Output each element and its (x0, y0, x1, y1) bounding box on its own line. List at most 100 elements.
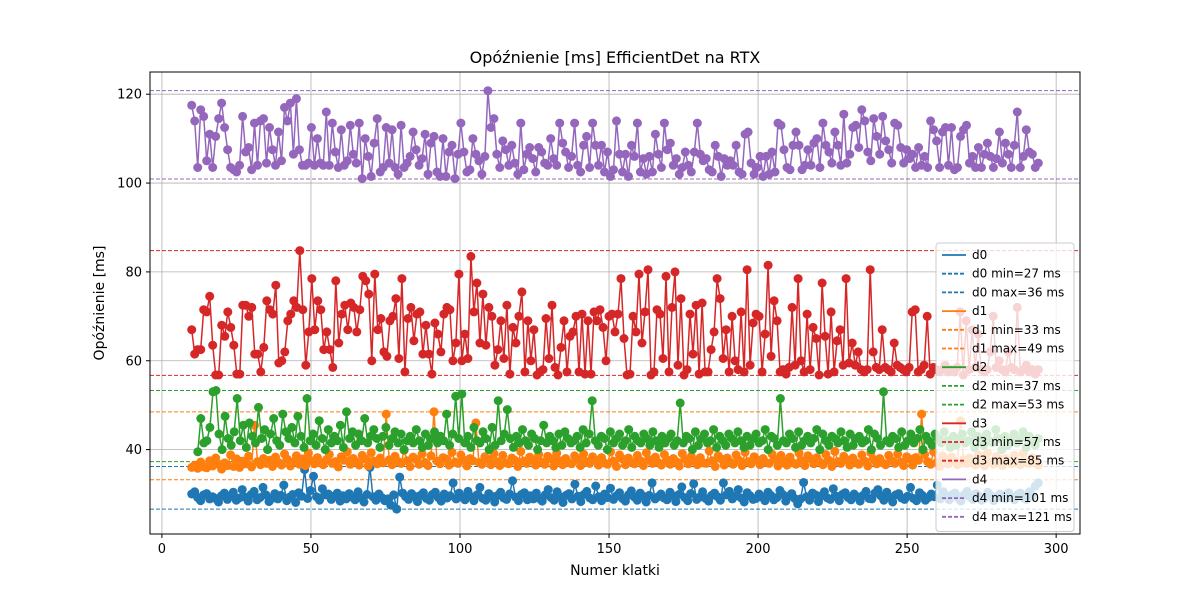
data-point (872, 131, 882, 141)
data-point (737, 169, 747, 179)
data-point (502, 405, 512, 415)
data-point (624, 171, 633, 181)
data-point (298, 305, 308, 315)
data-point (463, 431, 473, 441)
data-point (592, 316, 602, 326)
data-point (392, 504, 402, 514)
data-point (505, 369, 515, 379)
data-point (712, 442, 722, 452)
data-point (803, 145, 813, 155)
data-point (262, 158, 271, 168)
data-point (393, 169, 403, 179)
data-point (685, 309, 695, 319)
data-point (613, 309, 623, 319)
data-point (818, 429, 828, 439)
data-point (223, 307, 233, 317)
data-point (421, 320, 431, 330)
data-point (781, 369, 791, 379)
data-point (524, 440, 533, 450)
data-point (829, 367, 839, 377)
data-point (345, 434, 354, 443)
data-point (381, 409, 391, 419)
data-point (763, 260, 773, 270)
data-point (830, 446, 840, 456)
y-tick-label: 80 (125, 265, 142, 280)
data-point (520, 367, 530, 377)
data-point (370, 269, 380, 279)
data-point (359, 497, 369, 507)
legend-label: d1 min=33 ms (972, 323, 1061, 337)
data-point (332, 436, 342, 446)
data-point (369, 138, 379, 148)
data-point (408, 127, 418, 137)
data-point (265, 123, 274, 132)
data-point (539, 420, 549, 430)
data-point (953, 163, 962, 172)
data-point (296, 431, 306, 441)
data-point (254, 402, 263, 412)
data-point (675, 398, 685, 408)
data-point (314, 416, 324, 426)
data-point (721, 325, 731, 335)
data-point (821, 140, 831, 150)
data-point (235, 160, 245, 170)
data-point (549, 154, 559, 164)
data-point (262, 296, 272, 306)
data-point (423, 461, 433, 471)
data-point (573, 160, 583, 170)
data-point (674, 461, 684, 471)
data-point (229, 427, 239, 437)
data-point (308, 429, 318, 439)
data-point (193, 163, 203, 172)
data-point (1000, 138, 1010, 148)
data-point (947, 123, 956, 132)
data-point (558, 138, 568, 148)
data-point (891, 434, 901, 443)
data-point (202, 436, 212, 446)
data-point (259, 342, 269, 352)
data-point (325, 345, 335, 355)
data-point (490, 360, 500, 370)
data-point (743, 127, 753, 137)
data-point (793, 274, 803, 284)
data-point (367, 356, 377, 366)
data-point (556, 342, 566, 352)
data-point (745, 360, 755, 370)
data-point (354, 118, 364, 128)
data-point (619, 334, 629, 343)
data-point (223, 434, 233, 443)
data-point (232, 394, 242, 403)
data-point (851, 120, 861, 130)
data-point (773, 461, 783, 471)
x-tick-label: 50 (303, 542, 320, 557)
x-tick-label: 150 (597, 542, 622, 557)
data-point (266, 429, 276, 439)
data-point (739, 497, 749, 507)
data-point (486, 123, 496, 132)
data-point (438, 134, 448, 144)
data-point (701, 154, 711, 164)
data-point (922, 311, 932, 321)
data-point (873, 434, 882, 443)
data-point (309, 471, 318, 481)
data-point (423, 169, 433, 179)
data-point (632, 118, 642, 128)
data-point (223, 145, 233, 155)
data-point (406, 302, 416, 312)
data-point (656, 163, 666, 172)
data-point (799, 478, 809, 487)
data-point (302, 394, 312, 403)
data-point (338, 442, 348, 452)
data-point (661, 271, 671, 281)
data-point (516, 118, 526, 128)
data-point (733, 427, 743, 437)
legend-label: d0 (972, 248, 987, 262)
data-point (405, 462, 415, 471)
data-point (842, 158, 852, 168)
data-point (826, 307, 836, 317)
data-point (451, 338, 461, 348)
data-point (841, 274, 851, 284)
data-point (881, 136, 891, 146)
data-point (802, 309, 812, 319)
data-point (205, 422, 215, 432)
